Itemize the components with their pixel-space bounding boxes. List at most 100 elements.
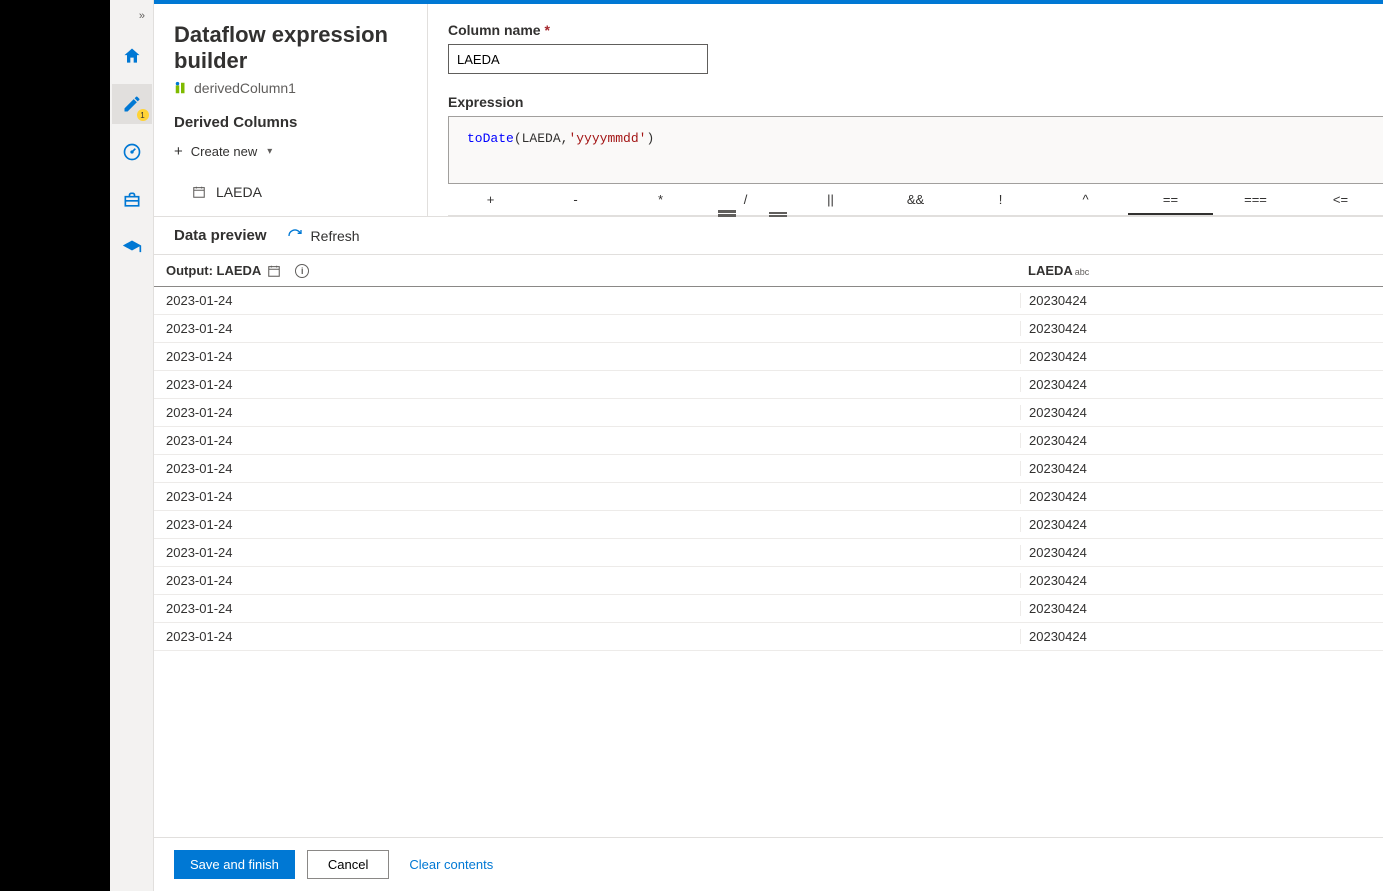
table-row: 2023-01-2420230424 <box>154 287 1383 315</box>
operator-button[interactable]: * <box>618 192 703 207</box>
nav-badge: 1 <box>137 109 149 121</box>
clear-contents-link[interactable]: Clear contents <box>409 857 493 872</box>
cell-output: 2023-01-24 <box>166 517 1028 532</box>
operator-button[interactable]: / <box>703 192 788 207</box>
table-row: 2023-01-2420230424 <box>154 623 1383 651</box>
operator-button[interactable]: && <box>873 192 958 207</box>
refresh-label: Refresh <box>311 228 360 244</box>
toolbox-icon <box>122 190 142 210</box>
derived-columns-heading: Derived Columns <box>174 114 407 131</box>
column-name-input[interactable] <box>448 44 708 74</box>
graduation-cap-icon <box>122 238 142 258</box>
operator-button[interactable]: === <box>1213 192 1298 207</box>
table-row: 2023-01-2420230424 <box>154 427 1383 455</box>
data-preview-tab[interactable]: Data preview <box>174 227 267 244</box>
preview-table: Output: LAEDA i LAEDAabc 2023-01-2420230… <box>154 255 1383 837</box>
operator-button[interactable]: || <box>788 192 873 207</box>
info-icon[interactable]: i <box>295 264 309 278</box>
operator-toolbar: +-*/||&&!^=====<= <box>448 184 1383 216</box>
expr-arg: LAEDA <box>522 131 561 146</box>
builder-area: Dataflow expression builder derivedColum… <box>154 4 1383 217</box>
nav-monitor[interactable] <box>112 132 152 172</box>
chevron-down-icon: ▾ <box>267 146 272 157</box>
operator-button[interactable]: ! <box>958 192 1043 207</box>
cell-source: 20230424 <box>1020 293 1371 308</box>
cell-output: 2023-01-24 <box>166 545 1028 560</box>
expr-string: 'yyyymmdd' <box>568 131 646 146</box>
cell-output: 2023-01-24 <box>166 489 1028 504</box>
cell-output: 2023-01-24 <box>166 601 1028 616</box>
cell-output: 2023-01-24 <box>166 573 1028 588</box>
right-panel: Column name * Expression toDate(LAEDA,'y… <box>427 4 1383 216</box>
horizontal-resize-handle[interactable] <box>769 212 787 217</box>
derived-column-icon <box>174 81 188 95</box>
cell-source: 20230424 <box>1020 321 1371 336</box>
cell-output: 2023-01-24 <box>166 461 1028 476</box>
cell-source: 20230424 <box>1020 489 1371 504</box>
nav-expand-button[interactable]: » <box>135 6 149 26</box>
vertical-resize-handle[interactable] <box>718 210 736 217</box>
nav-manage[interactable] <box>112 180 152 220</box>
nav-learn[interactable] <box>112 228 152 268</box>
cell-output: 2023-01-24 <box>166 293 1028 308</box>
cell-output: 2023-01-24 <box>166 377 1028 392</box>
cell-source: 20230424 <box>1020 461 1371 476</box>
nav-rail: » 1 <box>110 0 154 891</box>
table-row: 2023-01-2420230424 <box>154 399 1383 427</box>
operator-button[interactable]: <= <box>1298 192 1383 207</box>
table-row: 2023-01-2420230424 <box>154 567 1383 595</box>
column-item-label: LAEDA <box>216 184 262 200</box>
cell-output: 2023-01-24 <box>166 629 1028 644</box>
transformation-name-text: derivedColumn1 <box>194 80 296 96</box>
cell-output: 2023-01-24 <box>166 433 1028 448</box>
left-panel: Dataflow expression builder derivedColum… <box>154 4 427 216</box>
table-row: 2023-01-2420230424 <box>154 511 1383 539</box>
cell-output: 2023-01-24 <box>166 321 1028 336</box>
table-row: 2023-01-2420230424 <box>154 539 1383 567</box>
table-row: 2023-01-2420230424 <box>154 315 1383 343</box>
cell-source: 20230424 <box>1020 629 1371 644</box>
cell-source: 20230424 <box>1020 573 1371 588</box>
operator-button[interactable]: - <box>533 192 618 207</box>
cell-output: 2023-01-24 <box>166 405 1028 420</box>
output-column-header[interactable]: Output: LAEDA i <box>166 263 1028 278</box>
table-row: 2023-01-2420230424 <box>154 371 1383 399</box>
table-header-row: Output: LAEDA i LAEDAabc <box>154 255 1383 287</box>
plus-icon: + <box>174 143 183 160</box>
table-row: 2023-01-2420230424 <box>154 483 1383 511</box>
expression-editor[interactable]: toDate(LAEDA,'yyyymmdd') <box>448 116 1383 184</box>
expr-function: toDate <box>467 131 514 146</box>
transformation-name: derivedColumn1 <box>174 80 407 96</box>
main-area: Dataflow expression builder derivedColum… <box>154 0 1383 891</box>
cell-source: 20230424 <box>1020 433 1371 448</box>
save-and-finish-button[interactable]: Save and finish <box>174 850 295 879</box>
cell-source: 20230424 <box>1020 349 1371 364</box>
operator-button[interactable]: == <box>1128 192 1213 215</box>
page-title: Dataflow expression builder <box>174 22 407 74</box>
cancel-button[interactable]: Cancel <box>307 850 389 879</box>
gauge-icon <box>122 142 142 162</box>
create-new-label: Create new <box>191 144 257 159</box>
preview-header: Data preview Refresh <box>154 217 1383 255</box>
table-row: 2023-01-2420230424 <box>154 455 1383 483</box>
cell-source: 20230424 <box>1020 545 1371 560</box>
table-row: 2023-01-2420230424 <box>154 343 1383 371</box>
calendar-icon <box>267 264 281 278</box>
nav-author[interactable]: 1 <box>112 84 152 124</box>
calendar-icon <box>192 185 206 199</box>
footer-bar: Save and finish Cancel Clear contents <box>154 837 1383 891</box>
expression-label: Expression <box>448 94 1383 110</box>
left-black-margin <box>0 0 110 891</box>
operator-button[interactable]: + <box>448 192 533 207</box>
source-column-header[interactable]: LAEDAabc <box>1028 263 1089 278</box>
create-new-button[interactable]: + Create new ▾ <box>174 139 407 164</box>
refresh-button[interactable]: Refresh <box>287 228 360 244</box>
column-name-label: Column name * <box>448 22 1383 38</box>
table-row: 2023-01-2420230424 <box>154 595 1383 623</box>
refresh-icon <box>287 228 303 244</box>
derived-column-item[interactable]: LAEDA <box>174 178 407 206</box>
cell-source: 20230424 <box>1020 405 1371 420</box>
operator-button[interactable]: ^ <box>1043 192 1128 207</box>
cell-source: 20230424 <box>1020 377 1371 392</box>
nav-home[interactable] <box>112 36 152 76</box>
